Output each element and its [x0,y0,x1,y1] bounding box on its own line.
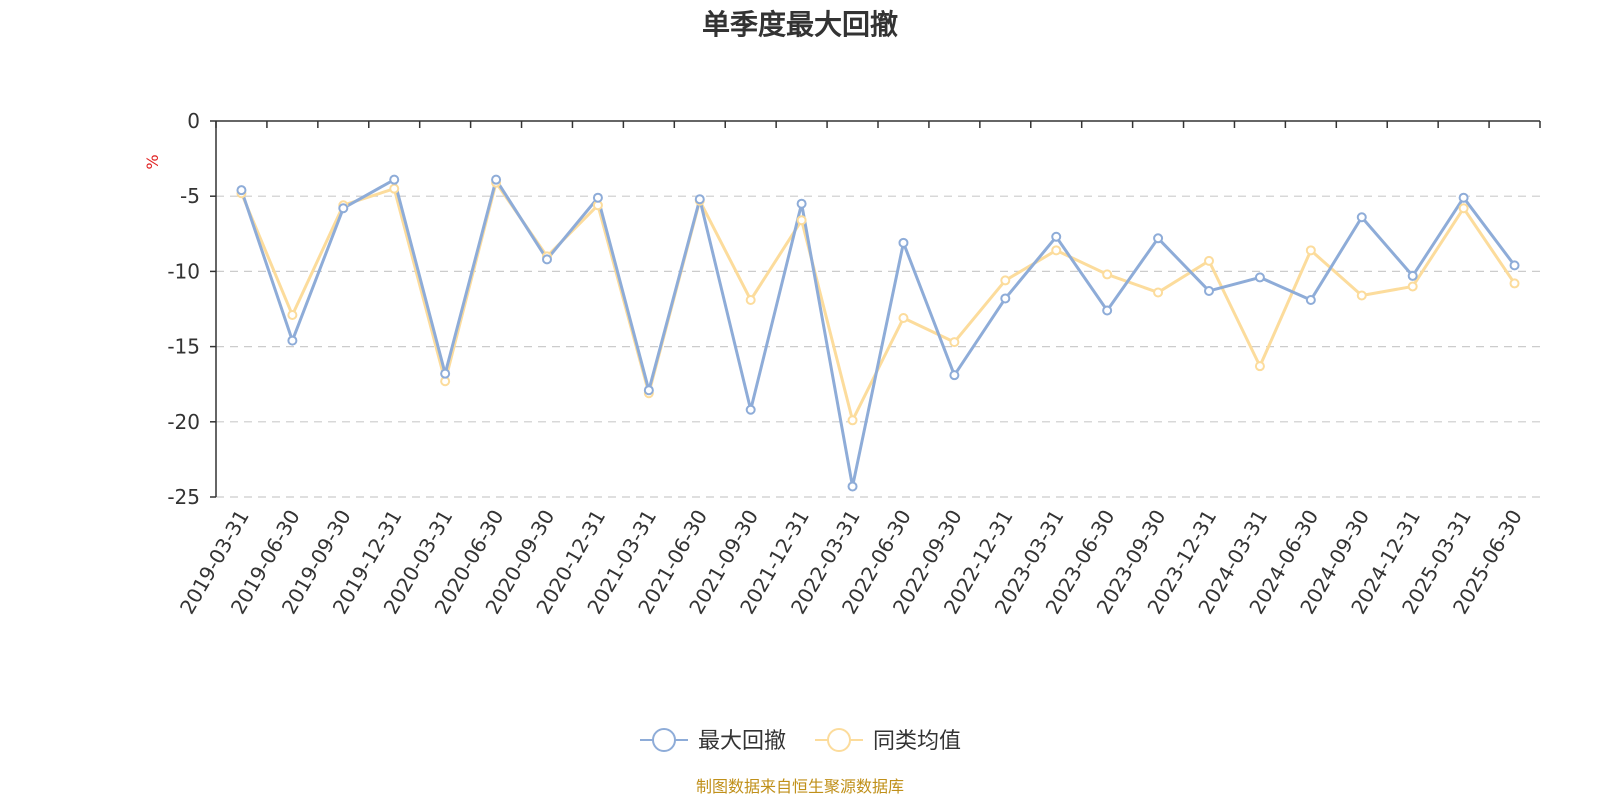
data-point [389,174,400,185]
data-point [1509,278,1520,289]
data-point [542,254,552,265]
data-point [643,385,654,396]
y-tick-label: -5 [180,184,200,208]
data-point [1254,361,1265,372]
data-point [847,481,858,492]
data-point [1254,272,1265,283]
data-point [1153,233,1164,244]
data-point [745,404,756,415]
data-point [898,237,909,248]
data-point [236,185,247,196]
data-point [1000,293,1011,304]
data-point [440,368,451,379]
data-point [1509,260,1520,271]
data-point [796,198,807,209]
data-point [287,335,298,346]
data-point [1102,269,1113,280]
data-point [1000,275,1011,286]
data-point [1204,255,1214,266]
data-point [1204,285,1214,296]
data-point [1356,212,1367,223]
data-point [1153,287,1164,298]
data-point [949,370,960,381]
legend[interactable]: 最大回撤 同类均值 [640,728,961,754]
series-group [236,174,1520,492]
legend-item[interactable]: 最大回撤 [640,728,786,754]
y-tick-label: -10 [167,259,200,283]
data-point [1458,203,1469,214]
data-point [1305,245,1316,256]
data-point [338,203,349,214]
y-tick-label: -15 [167,335,200,359]
data-point [1051,231,1062,242]
source-note: 制图数据来自恒生聚源数据库 [696,777,904,796]
legend-marker [827,728,851,752]
data-point [491,174,502,185]
data-point [949,337,960,348]
chart-title: 单季度最大回撤 [702,8,898,41]
data-point [1051,245,1062,256]
series-line [240,178,1516,488]
data-point [287,310,298,321]
y-tick-label: 0 [187,109,200,133]
y-axis-unit: % [143,154,162,169]
data-point [1356,290,1367,301]
data-point [1102,305,1113,316]
legend-item[interactable]: 同类均值 [815,728,961,754]
legend-marker [652,728,676,752]
legend-label: 最大回撤 [698,729,786,754]
data-point [898,313,909,324]
data-point [1305,294,1316,305]
data-point [1458,192,1469,203]
data-point [847,415,858,426]
grid-lines [216,195,1540,498]
data-point [694,194,705,205]
series-line [240,181,1516,422]
axes [210,120,1541,498]
y-tick-labels: 0 -5 -10 -15 -20 -25 [167,109,200,509]
data-point [1407,281,1418,292]
data-point [796,215,807,226]
data-point [389,183,400,194]
data-point [745,294,756,305]
x-tick-labels: 2019-03-312019-06-302019-09-302019-12-31… [175,506,1527,619]
data-point [1407,270,1418,281]
data-point [592,192,603,203]
y-tick-label: -20 [167,410,200,434]
y-tick-label: -25 [167,485,200,509]
legend-label: 同类均值 [873,729,961,754]
